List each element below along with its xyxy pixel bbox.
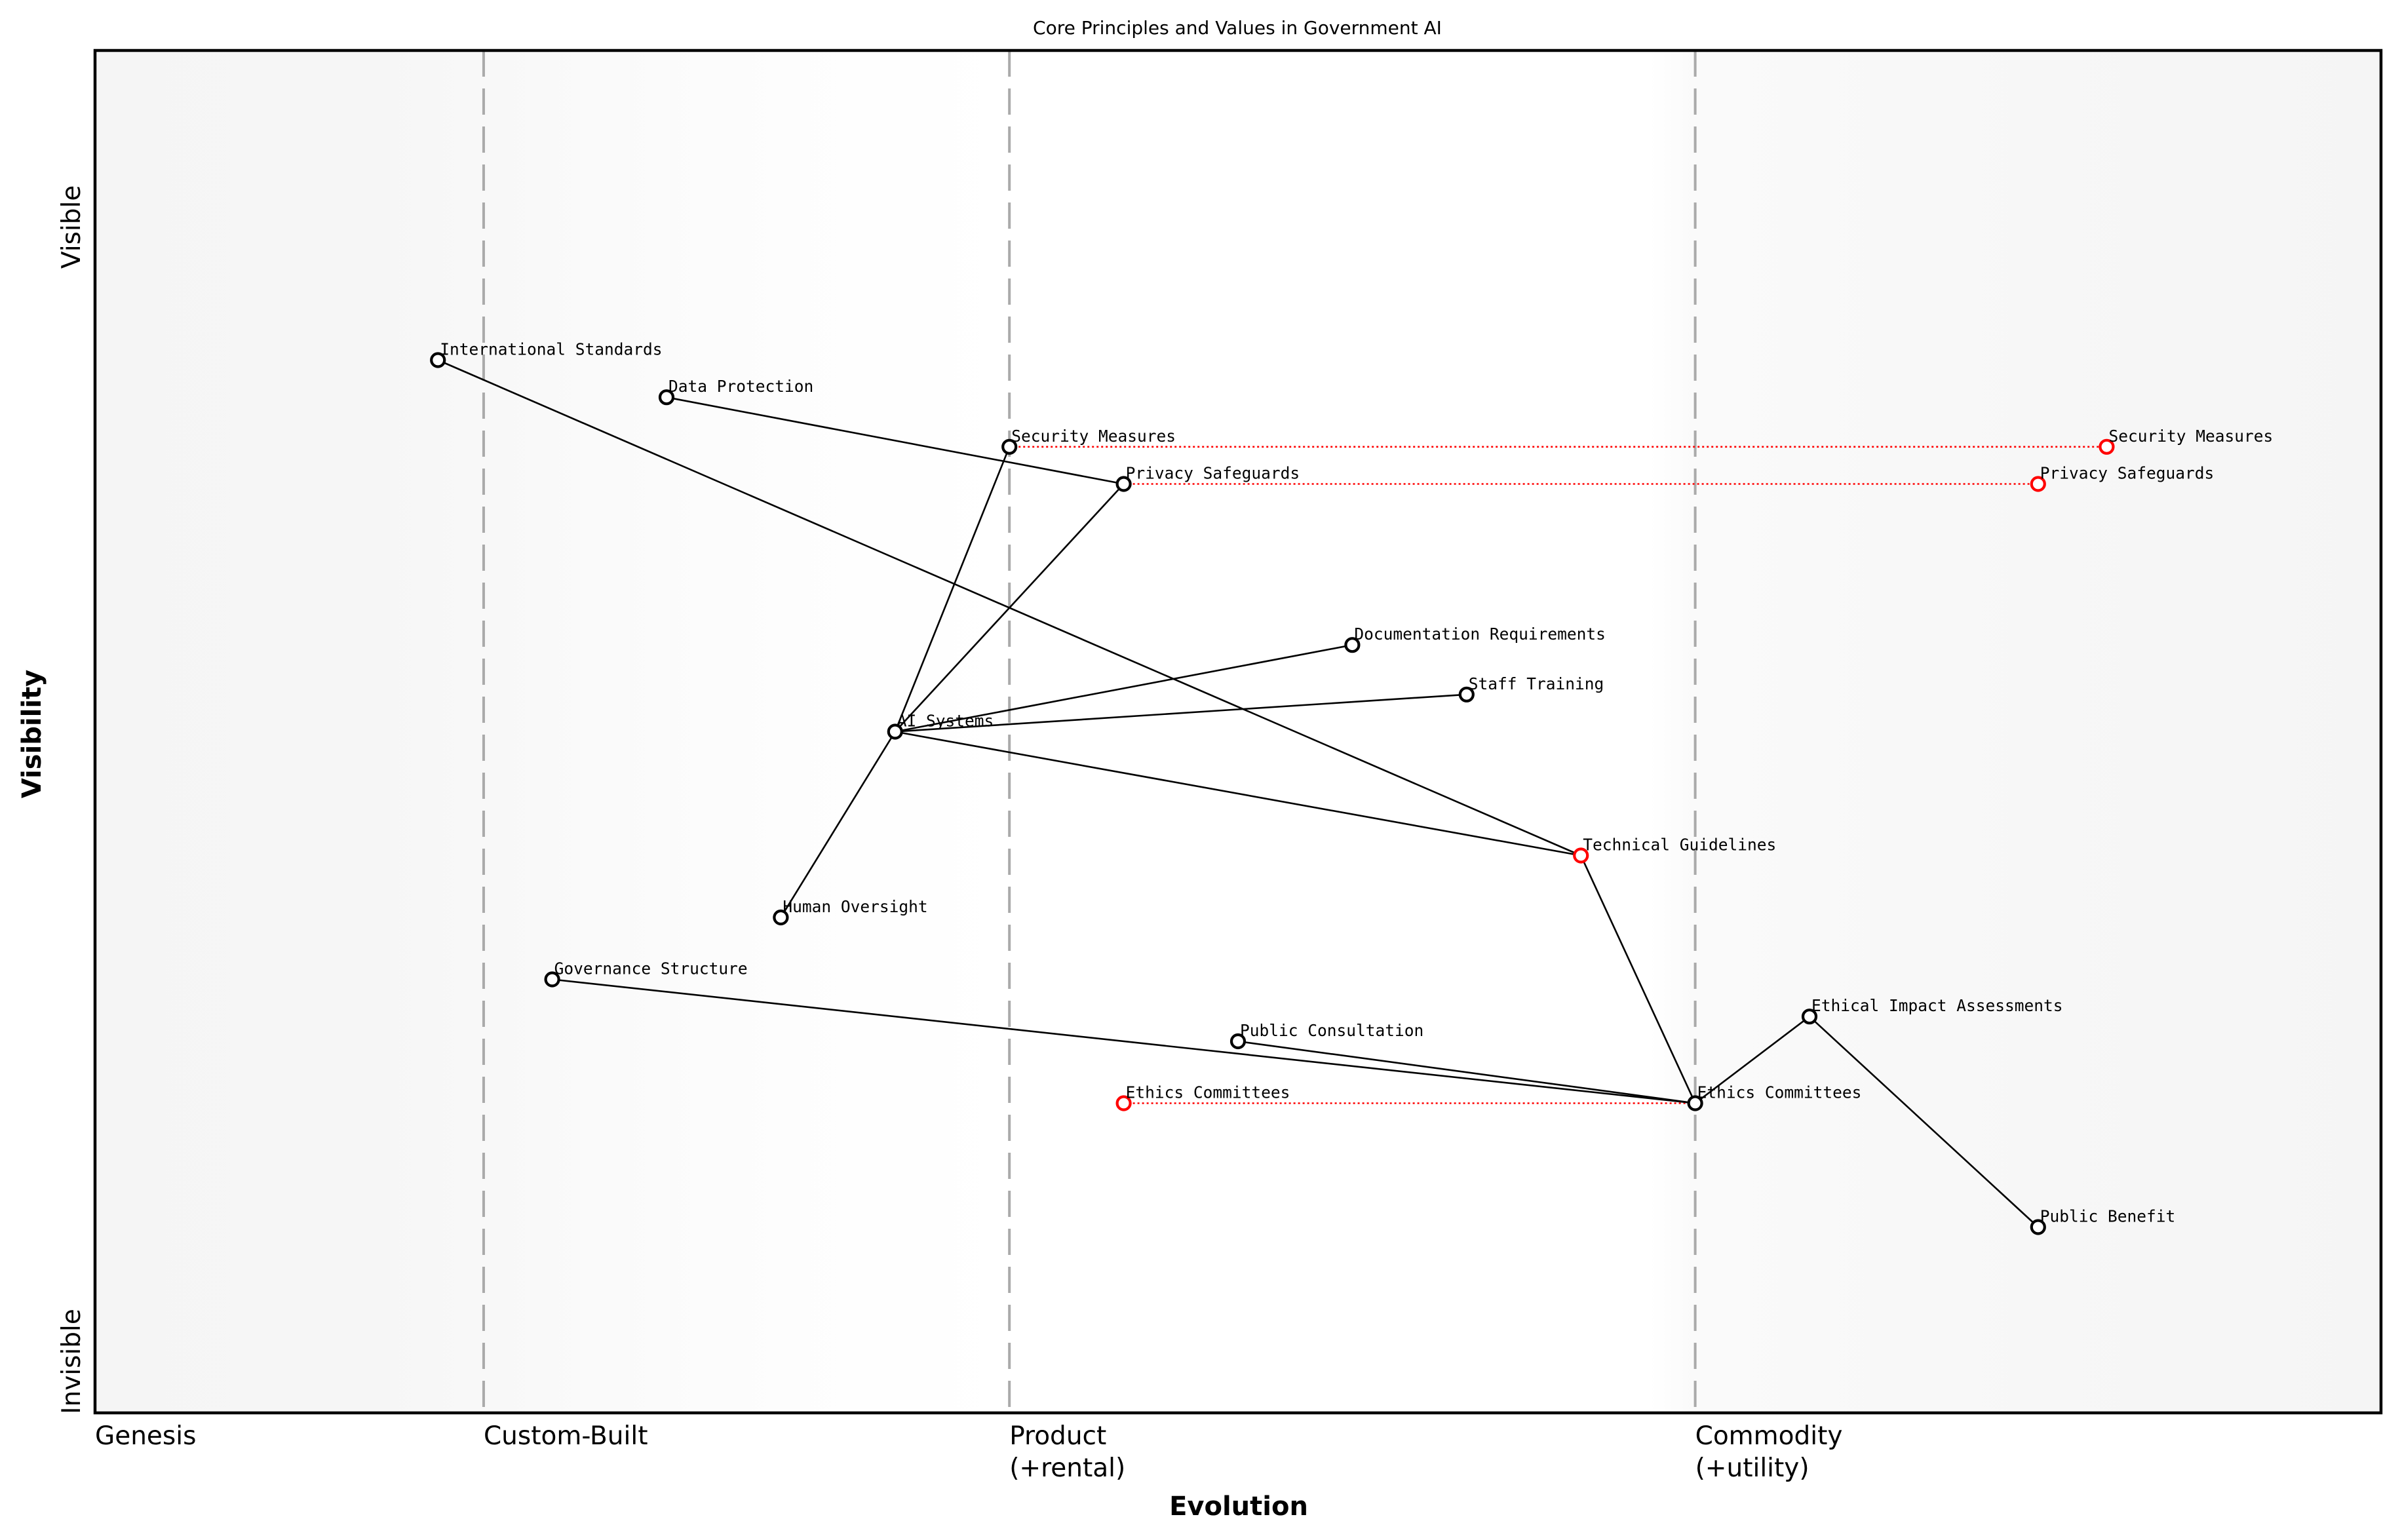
edge-public-consultation-to-ethics-committees	[1237, 1040, 1695, 1104]
edge-ai-systems-to-privacy-safeguards	[894, 483, 1125, 733]
node-data-protection[interactable]: Data Protection	[658, 377, 813, 406]
node-marker-icon[interactable]	[1115, 1095, 1132, 1111]
node-label: Public Benefit	[2040, 1207, 2176, 1226]
node-technical-guidelines[interactable]: Technical Guidelines	[1573, 836, 1776, 864]
node-label: Security Measures	[2108, 427, 2273, 446]
node-label: Data Protection	[668, 377, 813, 396]
edge-ai-systems-to-human-oversight	[780, 731, 896, 918]
node-marker-icon[interactable]	[1001, 438, 1018, 455]
node-marker-icon[interactable]	[887, 723, 903, 740]
node-marker-icon[interactable]	[2030, 476, 2046, 492]
x-tick-product: Product (+rental)	[1009, 1421, 1125, 1483]
node-label: Human Oversight	[783, 897, 927, 916]
node-marker-icon[interactable]	[1687, 1095, 1703, 1111]
node-governance-structure[interactable]: Governance Structure	[544, 959, 748, 988]
node-public-consultation[interactable]: Public Consultation	[1229, 1021, 1423, 1050]
node-marker-icon[interactable]	[658, 389, 675, 406]
node-marker-icon[interactable]	[1458, 686, 1475, 703]
node-privacy-safeguards-evolved[interactable]: Privacy Safeguards	[2030, 464, 2215, 492]
component-nodes: International Standards Data Protection Se…	[430, 340, 2273, 1235]
node-human-oversight[interactable]: Human Oversight	[773, 897, 928, 926]
node-marker-icon[interactable]	[2030, 1219, 2046, 1235]
node-label: Technical Guidelines	[1583, 836, 1776, 855]
node-security-measures-evolved[interactable]: Security Measures	[2099, 427, 2273, 455]
node-marker-icon[interactable]	[773, 909, 789, 926]
edge-technical-guidelines-to-ethics-committees	[1580, 855, 1696, 1104]
node-label: Ethics Committees	[1697, 1083, 1862, 1102]
edge-ai-systems-to-security-measures	[894, 446, 1011, 732]
node-label: Governance Structure	[554, 959, 748, 978]
node-label: Ethics Committees	[1126, 1083, 1290, 1102]
node-label: Ethical Impact Assessments	[1811, 996, 2063, 1015]
node-ethics-committees[interactable]: Ethics Committees	[1687, 1083, 1862, 1111]
node-marker-icon[interactable]	[1801, 1009, 1818, 1025]
chart-title: Core Principles and Values in Government…	[1033, 17, 1442, 39]
plot-frame	[93, 48, 2383, 1415]
node-public-benefit[interactable]: Public Benefit	[2030, 1207, 2176, 1235]
y-tick-invisible: Invisible	[57, 1309, 87, 1414]
node-staff-training[interactable]: Staff Training	[1458, 674, 1604, 703]
node-label: Privacy Safeguards	[1126, 464, 1300, 483]
edge-ethical-impact-assessments-to-public-benefit	[1809, 1016, 2039, 1228]
dependency-edges	[437, 359, 2039, 1228]
node-ethical-impact-assessments[interactable]: Ethical Impact Assessments	[1801, 996, 2063, 1025]
node-ai-systems[interactable]: AI Systems	[887, 712, 994, 740]
node-marker-icon[interactable]	[1344, 637, 1361, 653]
node-marker-icon[interactable]	[1229, 1033, 1247, 1050]
edge-governance-structure-to-ethics-committees	[552, 978, 1695, 1104]
x-tick-custom-built: Custom-Built	[484, 1421, 648, 1451]
node-marker-icon[interactable]	[2099, 438, 2115, 455]
y-tick-visible: Visible	[57, 185, 87, 269]
node-ethics-committees-evolved[interactable]: Ethics Committees	[1115, 1083, 1290, 1111]
node-marker-icon[interactable]	[1115, 476, 1132, 492]
y-axis-title: Visibility	[17, 670, 47, 798]
node-label: Public Consultation	[1240, 1021, 1423, 1040]
plot-background	[95, 50, 2381, 1413]
edge-data-protection-to-privacy-safeguards	[666, 396, 1124, 485]
node-label: AI Systems	[897, 712, 994, 731]
node-marker-icon[interactable]	[1573, 847, 1589, 864]
node-documentation-requirements[interactable]: Documentation Requirements	[1344, 625, 1606, 653]
node-label: International Standards	[440, 340, 662, 359]
x-axis-title: Evolution	[1169, 1492, 1308, 1522]
edge-ethics-committees-to-ethical-impact-assessments	[1694, 1016, 1810, 1104]
node-security-measures[interactable]: Security Measures	[1001, 427, 1176, 455]
x-tick-commodity: Commodity (+utility)	[1695, 1421, 1843, 1483]
x-tick-genesis: Genesis	[95, 1421, 196, 1451]
node-label: Privacy Safeguards	[2040, 464, 2215, 483]
edge-ai-systems-to-documentation-requirements	[895, 644, 1353, 733]
node-privacy-safeguards[interactable]: Privacy Safeguards	[1115, 464, 1300, 492]
edge-ai-systems-to-technical-guidelines	[895, 731, 1581, 857]
x-axis-stage-labels: Genesis Custom-Built Product (+rental) Commo…	[95, 1421, 1843, 1483]
node-marker-icon[interactable]	[544, 971, 560, 988]
node-marker-icon[interactable]	[430, 352, 446, 368]
node-international-standards[interactable]: International Standards	[430, 340, 662, 368]
node-label: Security Measures	[1011, 427, 1176, 446]
evolution-arrows	[1009, 446, 2107, 1104]
node-label: Documentation Requirements	[1354, 625, 1606, 644]
edge-ai-systems-to-staff-training	[895, 693, 1467, 733]
node-label: Staff Training	[1469, 674, 1604, 693]
